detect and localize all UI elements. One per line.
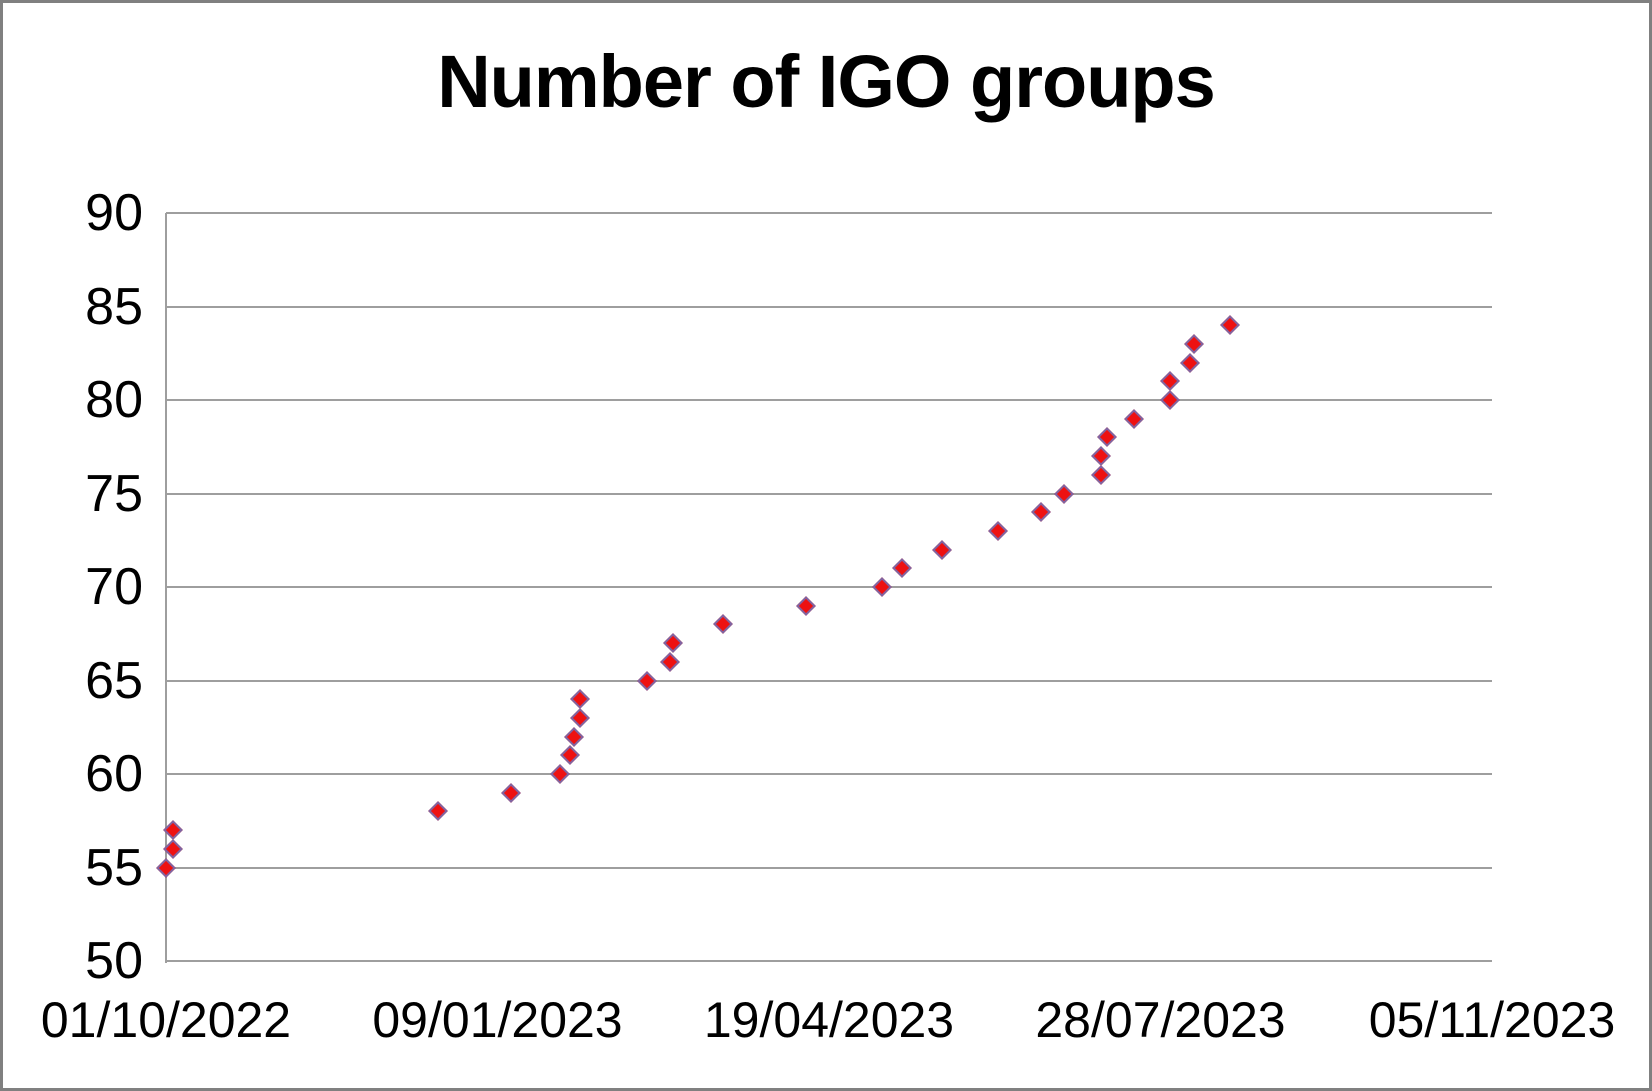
y-tick-label: 90 (85, 184, 143, 242)
x-tick-label: 01/10/2022 (40, 992, 292, 1048)
data-point (1160, 390, 1181, 410)
data-point (988, 520, 1008, 541)
data-point (563, 726, 584, 747)
data-point (659, 651, 680, 672)
data-point (1183, 333, 1204, 354)
y-tick-label: 85 (85, 277, 143, 336)
data-point (663, 633, 684, 653)
x-tick-label: 09/01/2023 (372, 992, 623, 1048)
gridline-y-85 (166, 305, 1492, 308)
data-point (636, 670, 657, 691)
data-point (427, 801, 448, 822)
data-point (1220, 315, 1241, 336)
data-point (570, 707, 591, 728)
data-point (570, 689, 591, 710)
y-tick-label: 65 (85, 651, 143, 710)
data-point (1124, 408, 1144, 429)
data-point (1090, 464, 1111, 485)
y-tick-label: 75 (85, 464, 143, 523)
gridline-y-60 (166, 773, 1492, 775)
data-point (1180, 352, 1201, 373)
gridline-y-55 (166, 866, 1492, 869)
y-axis-line (165, 213, 167, 963)
data-point (1031, 502, 1052, 523)
data-point (795, 595, 816, 616)
data-point (713, 614, 733, 635)
gridline-y-50 (166, 960, 1492, 962)
data-point (1160, 371, 1181, 392)
data-point (931, 539, 952, 560)
data-point (500, 782, 521, 803)
plot-area: 90 85 80 75 70 65 60 55 50 01/10/2022 09/01/2023 19… (3, 3, 1649, 1088)
gridline-y-90 (166, 212, 1492, 214)
x-tick-label: 28/07/2023 (1035, 992, 1286, 1048)
y-tick-label: 50 (85, 932, 143, 990)
x-tick-label: 19/04/2023 (703, 992, 955, 1048)
data-point (550, 764, 571, 784)
data-point (872, 577, 892, 597)
data-point (1097, 427, 1118, 448)
gridline-y-80 (166, 399, 1492, 401)
gridline-y-65 (166, 679, 1492, 682)
data-point (1054, 483, 1075, 504)
chart-title: Number of IGO groups (437, 40, 1216, 123)
data-point (892, 558, 912, 579)
y-tick-label: 60 (85, 745, 143, 803)
data-point (1090, 446, 1111, 466)
data-point (156, 857, 176, 878)
y-tick-label: 55 (85, 838, 143, 897)
data-point (560, 745, 581, 766)
y-tick-label: 70 (85, 558, 143, 616)
gridline-y-75 (166, 492, 1492, 495)
x-tick-label: 05/11/2023 (1368, 992, 1616, 1048)
gridline-y-70 (166, 586, 1492, 588)
y-tick-label: 80 (85, 371, 143, 429)
